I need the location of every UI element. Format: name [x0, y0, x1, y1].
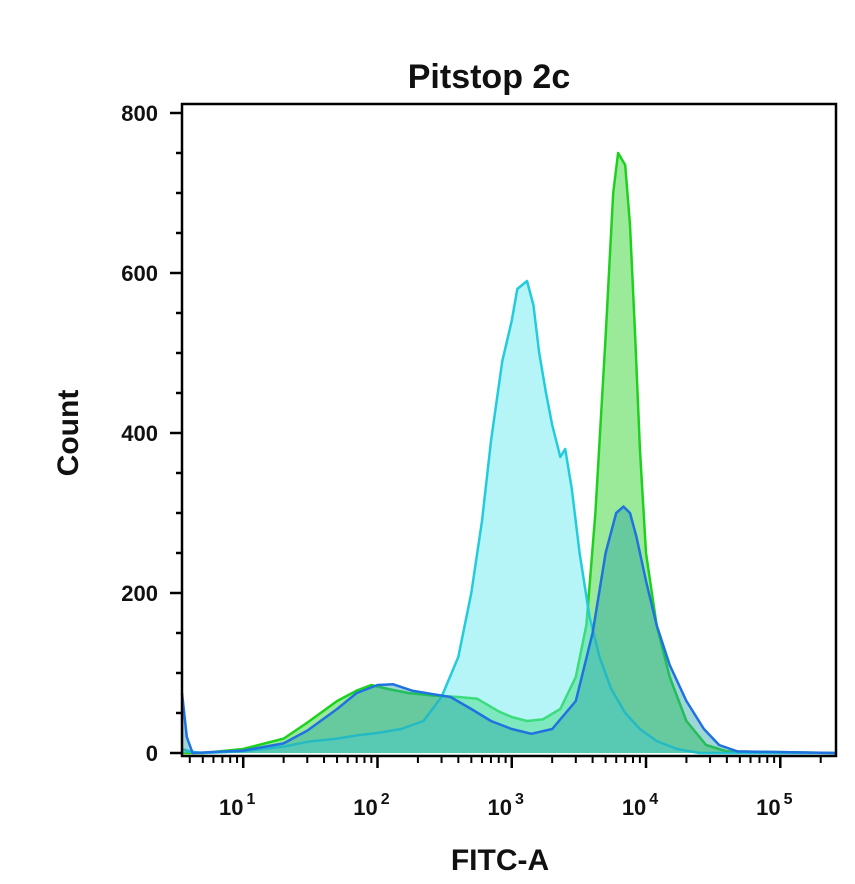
x-tick-label: 10 2: [353, 791, 389, 820]
y-tick-label: 600: [121, 261, 158, 286]
x-tick-label: 10 4: [622, 791, 658, 820]
chart-title: Pitstop 2c: [408, 58, 570, 96]
y-tick-label: 800: [121, 101, 158, 126]
x-tick-label: 10 5: [756, 791, 792, 820]
x-tick-label: 10 3: [488, 791, 524, 820]
x-axis: 10 1 10 2 10 3 10 4 10 5: [188, 756, 822, 820]
x-tick-label: 10 1: [219, 791, 255, 820]
series-areas: [180, 151, 837, 755]
y-tick-label: 200: [121, 581, 158, 606]
series-3-line: [180, 505, 837, 755]
plot-frame: [180, 102, 838, 758]
series-1-line: [182, 151, 837, 755]
series-2-area: [182, 281, 836, 753]
y-tick-label: 400: [121, 421, 158, 446]
x-axis-label: FITC-A: [451, 844, 549, 877]
series-3-area: [182, 506, 836, 753]
y-axis: 0 200 400 600 800: [121, 101, 182, 766]
y-tick-label: 0: [146, 741, 158, 766]
series-2-line: [181, 279, 836, 755]
y-axis-label: Count: [52, 390, 85, 477]
